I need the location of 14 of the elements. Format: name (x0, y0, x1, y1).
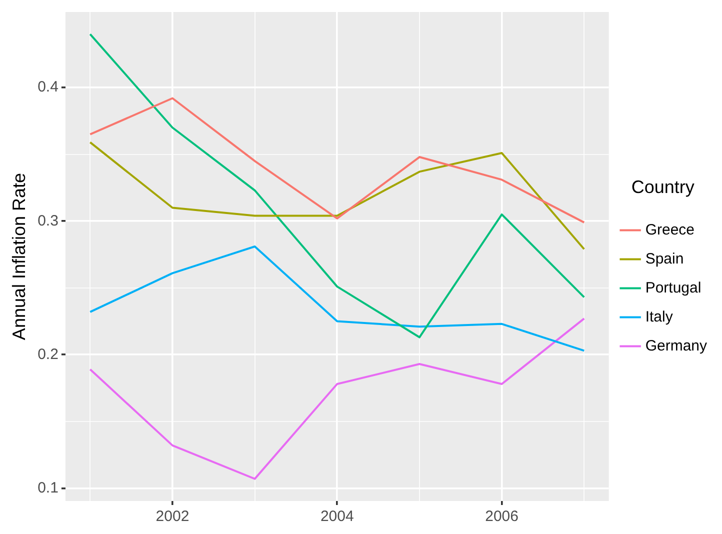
x-tick-label: 2002 (156, 508, 190, 526)
y-axis-title: Annual Inflation Rate (8, 172, 29, 340)
y-tick-label: 0.4 (38, 78, 58, 96)
legend-title: Country (631, 177, 694, 198)
legend-label: Portugal (645, 279, 702, 296)
x-tick-label: 2006 (485, 508, 518, 526)
legend-label: Spain (645, 250, 684, 268)
legend-label: Italy (645, 308, 674, 326)
x-tick-label: 2004 (320, 508, 354, 526)
y-tick-label: 0.2 (38, 346, 58, 363)
legend-label: Greece (645, 221, 695, 238)
legend-label: Germany (645, 337, 708, 354)
y-tick-label: 0.3 (38, 212, 58, 230)
y-tick-label: 0.1 (38, 479, 58, 496)
